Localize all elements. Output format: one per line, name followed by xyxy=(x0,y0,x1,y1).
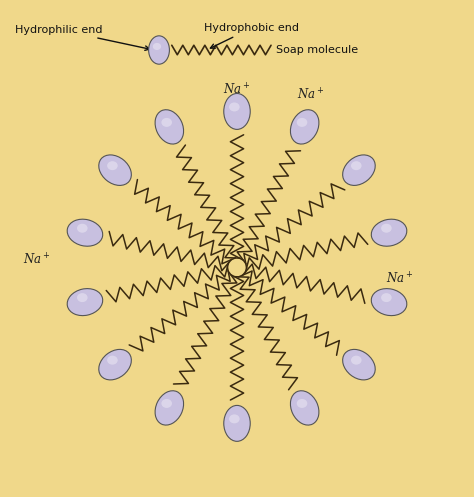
Text: Na$^+$: Na$^+$ xyxy=(223,83,251,98)
Ellipse shape xyxy=(155,110,183,144)
Text: Soap molecule: Soap molecule xyxy=(276,45,358,55)
Ellipse shape xyxy=(371,289,407,316)
Ellipse shape xyxy=(155,391,183,425)
Ellipse shape xyxy=(297,118,307,127)
Text: Na$^+$: Na$^+$ xyxy=(386,271,414,287)
Ellipse shape xyxy=(77,224,88,233)
Ellipse shape xyxy=(67,289,103,316)
Ellipse shape xyxy=(107,356,118,365)
Ellipse shape xyxy=(161,399,172,408)
Ellipse shape xyxy=(99,349,131,380)
Ellipse shape xyxy=(229,414,240,423)
Text: Na$^+$: Na$^+$ xyxy=(297,87,324,102)
Ellipse shape xyxy=(229,102,240,111)
Ellipse shape xyxy=(99,155,131,185)
Ellipse shape xyxy=(291,391,319,425)
Ellipse shape xyxy=(371,219,407,246)
Text: Hydrophilic end: Hydrophilic end xyxy=(15,25,150,50)
Ellipse shape xyxy=(67,219,103,246)
Ellipse shape xyxy=(381,224,392,233)
Ellipse shape xyxy=(297,399,307,408)
Ellipse shape xyxy=(351,356,362,365)
Ellipse shape xyxy=(351,161,362,170)
Ellipse shape xyxy=(291,110,319,144)
Ellipse shape xyxy=(224,93,250,129)
Ellipse shape xyxy=(161,118,172,127)
Ellipse shape xyxy=(107,161,118,170)
Ellipse shape xyxy=(149,36,169,64)
Text: Na$^+$: Na$^+$ xyxy=(23,252,50,268)
Ellipse shape xyxy=(77,293,88,302)
Text: Hydrophobic end: Hydrophobic end xyxy=(204,23,299,48)
Ellipse shape xyxy=(153,43,161,50)
Ellipse shape xyxy=(343,155,375,185)
Ellipse shape xyxy=(343,349,375,380)
Ellipse shape xyxy=(381,293,392,302)
Ellipse shape xyxy=(224,406,250,441)
